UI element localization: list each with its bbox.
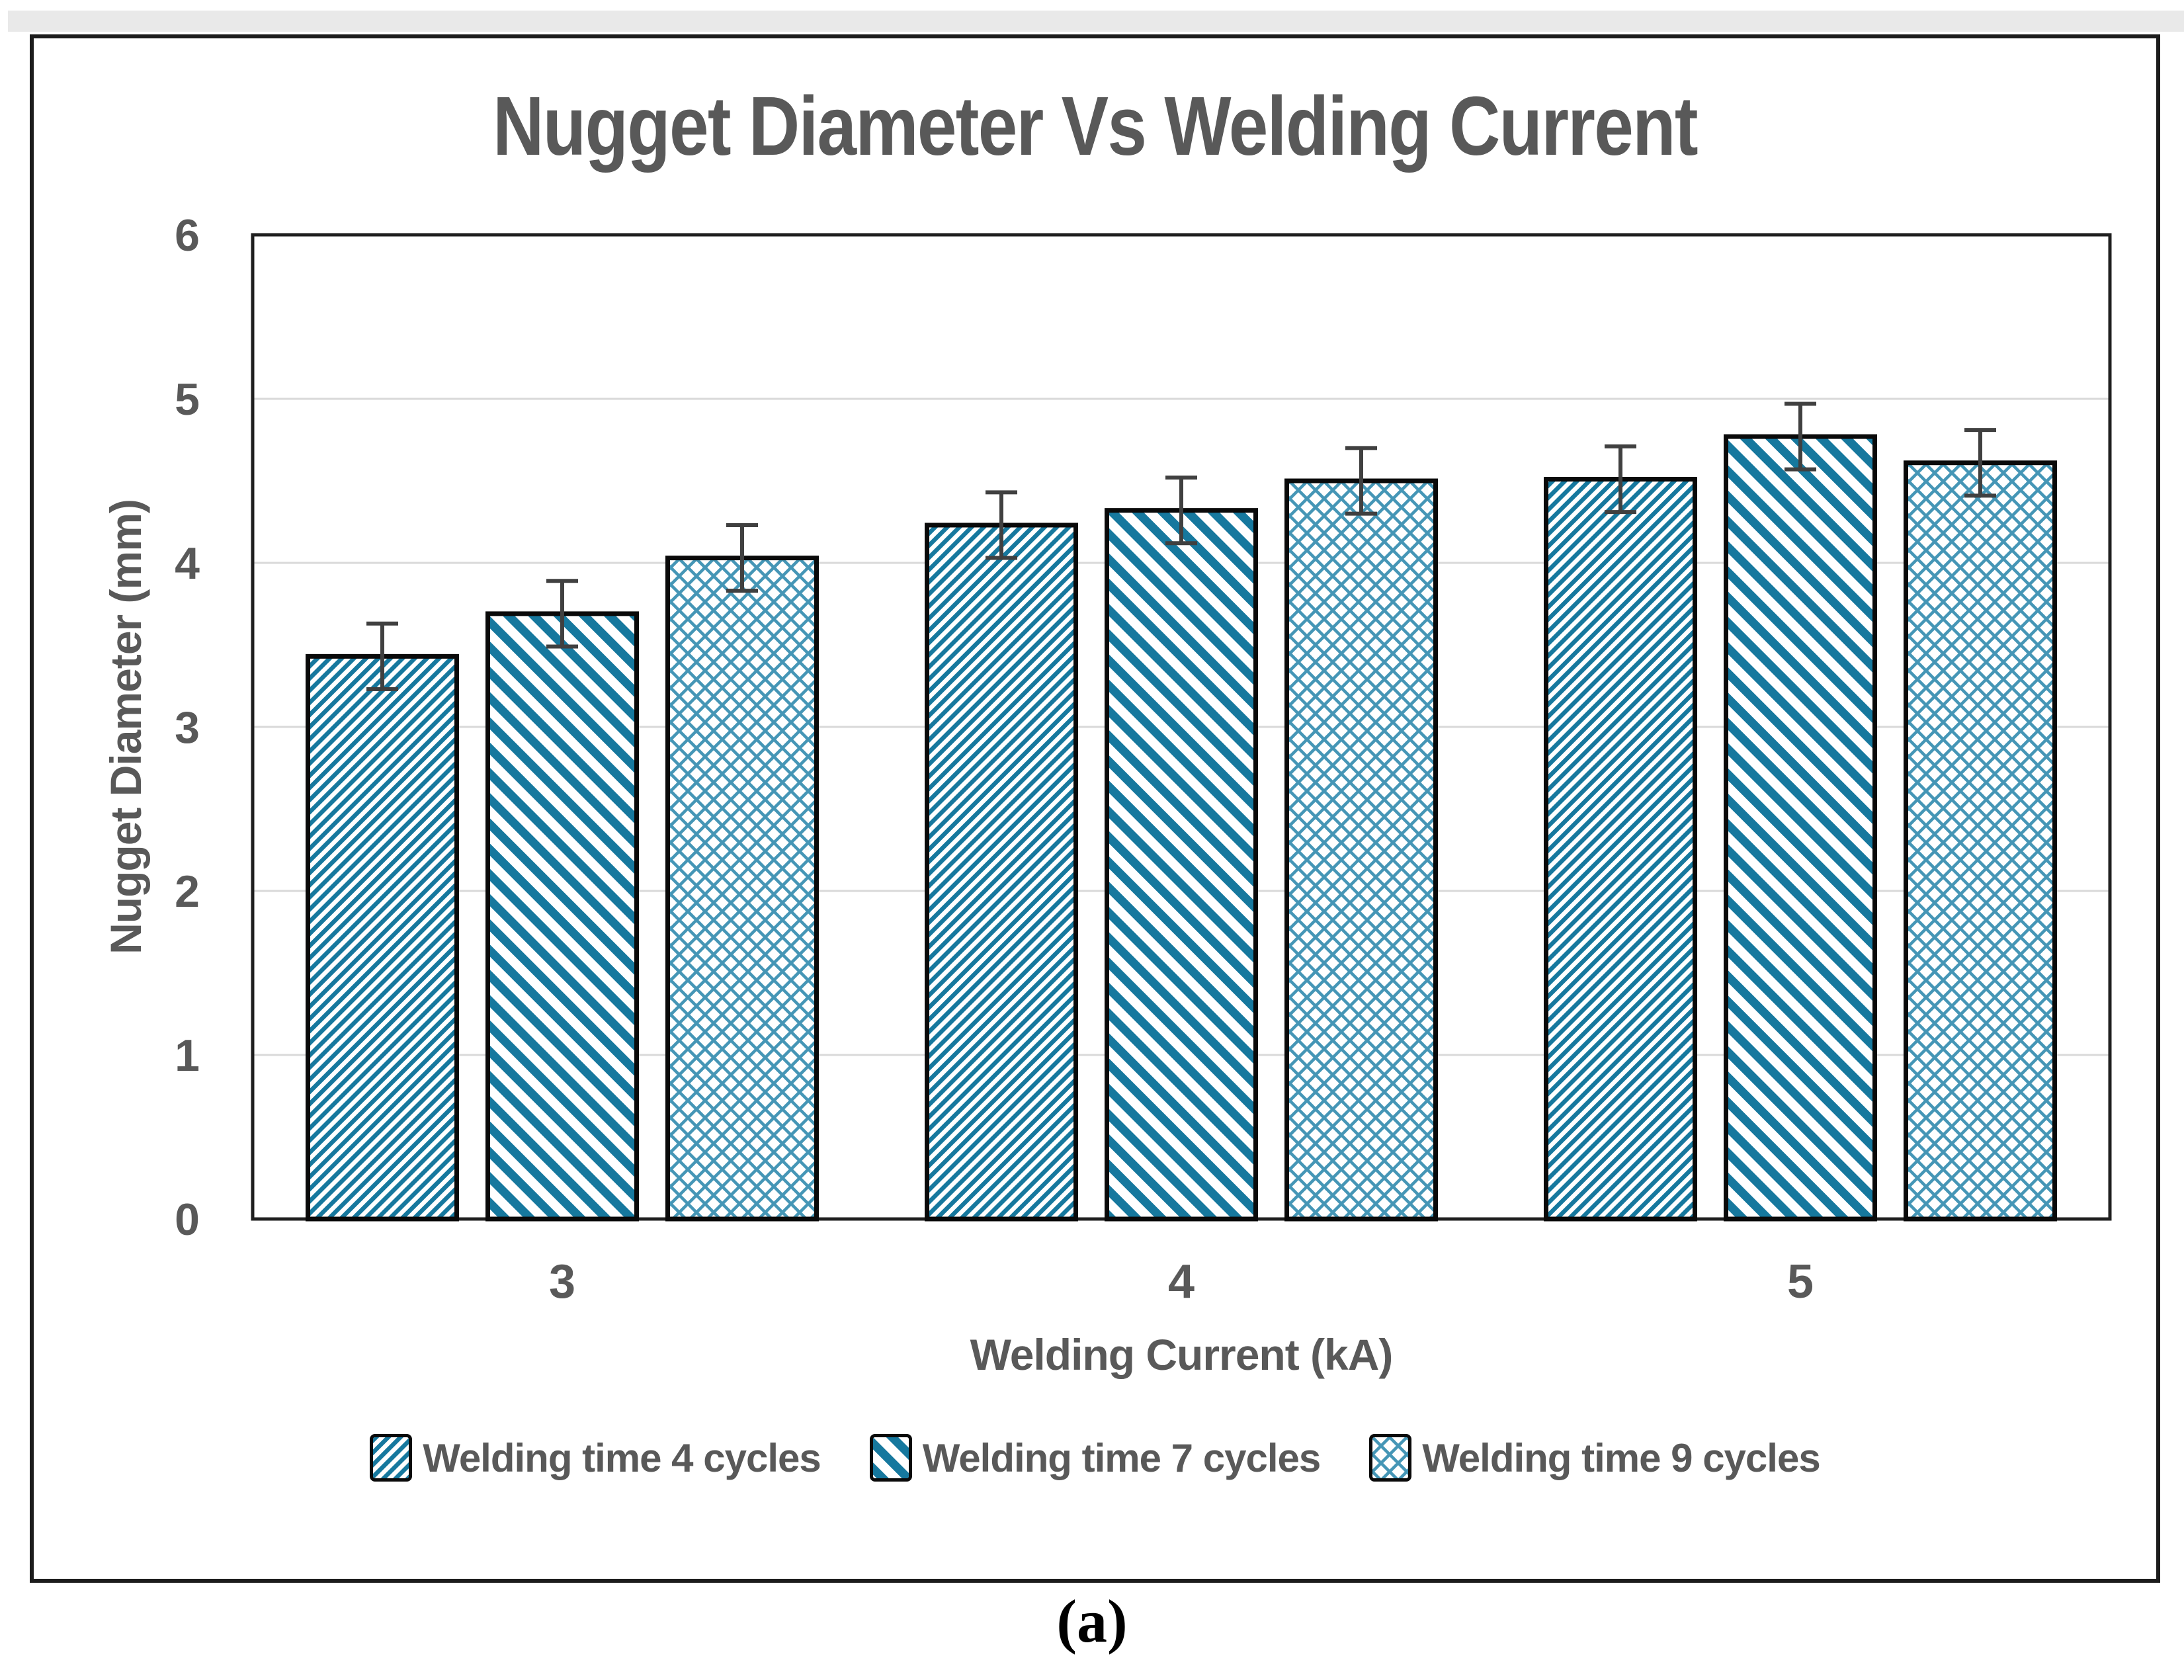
legend-item-2: Welding time 7 cycles [869,1434,1321,1482]
crosshatch-swatch-icon [1369,1434,1412,1482]
legend-item-3: Welding time 9 cycles [1369,1434,1821,1482]
y-axis-title: Nugget Diameter (mm) [101,499,150,954]
legend-label: Welding time 4 cycles [423,1435,821,1480]
chart-legend: Welding time 4 cycles Welding time 7 cycl… [30,1434,2160,1482]
x-axis-title: Welding Current (kA) [970,1330,1394,1379]
legend-item-1: Welding time 4 cycles [370,1434,821,1482]
chart-title: Nugget Diameter Vs Welding Current [493,79,1698,173]
diagonal-backward-swatch-icon [869,1434,912,1482]
page-top-strip [8,11,2184,32]
legend-label: Welding time 9 cycles [1422,1435,1820,1480]
figure-caption: (a) [1056,1587,1128,1655]
diagonal-forward-swatch-icon [370,1434,413,1482]
legend-label: Welding time 7 cycles [922,1435,1321,1480]
